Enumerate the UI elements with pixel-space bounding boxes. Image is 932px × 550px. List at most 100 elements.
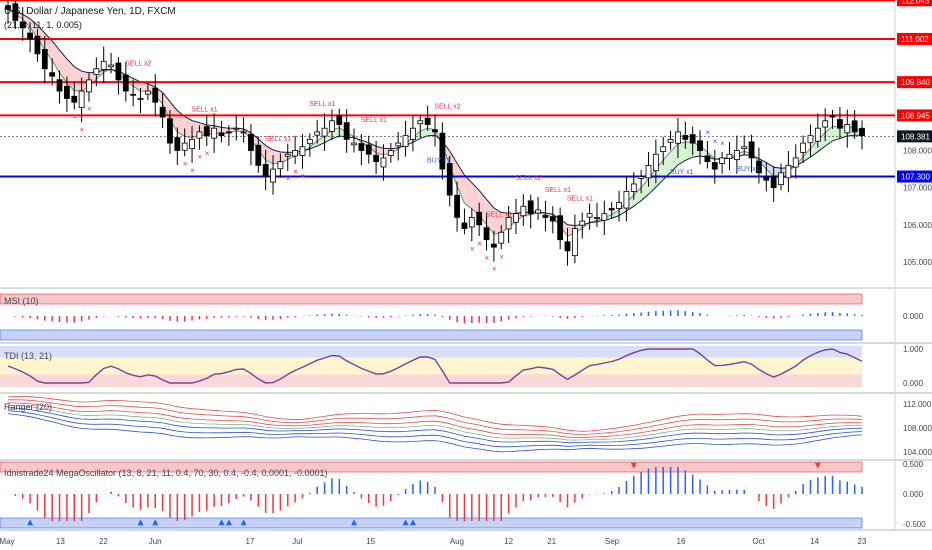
candle-body <box>115 62 122 81</box>
candle-body <box>218 132 225 137</box>
candle-body <box>822 120 829 128</box>
candle-body <box>439 132 446 170</box>
last-price-label: 108.381 <box>901 132 930 141</box>
mega-y-tick: -0.500 <box>903 520 926 529</box>
x-tick-label: 13 <box>56 537 65 546</box>
candle-body <box>719 157 726 164</box>
candle-body <box>306 138 313 145</box>
buy-x-marker: × <box>705 128 710 137</box>
tdi-y-tick: 1.000 <box>903 345 924 354</box>
candle-body <box>800 142 807 153</box>
candle-body <box>233 127 240 130</box>
trend-cloud <box>611 209 620 219</box>
candle-body <box>476 211 483 226</box>
candle-body <box>329 120 335 132</box>
candle-body <box>557 215 564 241</box>
candle-body <box>63 85 70 99</box>
x-tick-label: Oct <box>752 537 765 546</box>
candle-body <box>284 153 291 157</box>
y-tick-label: 106.000 <box>903 221 932 230</box>
level-label: 111.002 <box>901 35 929 44</box>
indicator-params: (21, 8, 11, 1, 0.005) <box>4 20 82 30</box>
candle-body <box>424 117 431 125</box>
buy-signal-label: BUY x1 <box>736 166 760 173</box>
candle-body <box>292 150 299 157</box>
buy-x-marker: × <box>713 137 718 146</box>
candle-body <box>86 79 92 93</box>
mega-buy-arrow <box>402 519 409 526</box>
trend-cloud <box>648 168 656 195</box>
trend-cloud <box>52 40 60 73</box>
candle-body <box>240 131 247 134</box>
level-tag <box>897 76 932 89</box>
candle-body <box>417 120 424 125</box>
candle-body <box>571 228 578 257</box>
mega-buy-arrow <box>152 519 159 526</box>
sell-x-marker: × <box>499 252 504 261</box>
trend-cloud <box>457 163 465 204</box>
sell-signal-label: SELL x2 <box>125 61 151 68</box>
x-tick-label: 21 <box>547 537 556 546</box>
x-tick-label: Jul <box>292 537 302 546</box>
sell-x-marker: × <box>470 244 475 253</box>
candle-body <box>130 93 137 96</box>
candle-body <box>167 118 173 144</box>
x-tick-label: May <box>0 537 14 546</box>
candle-body <box>34 35 41 55</box>
sell-signal-label: SELL x1 <box>486 212 512 219</box>
sell-signal-label: SELL x2 <box>515 175 541 182</box>
msi-upper-band <box>0 293 863 305</box>
candle-body <box>630 183 637 192</box>
candle-body <box>792 157 799 168</box>
candle-body <box>41 49 48 70</box>
candle-body <box>513 213 519 223</box>
candle-body <box>733 150 740 161</box>
mega-sell-arrow <box>814 462 821 469</box>
candle-body <box>380 157 387 168</box>
sell-x-marker: × <box>72 112 77 121</box>
sell-x-marker: × <box>190 166 195 175</box>
level-tag <box>897 0 932 7</box>
mega-lower-band <box>0 517 863 529</box>
buy-signal-label: BUY x1 <box>670 169 694 176</box>
ranger-y-tick: 104.000 <box>903 448 932 457</box>
sell-x-marker: × <box>300 172 305 181</box>
mega-buy-arrow <box>218 519 225 526</box>
ranger-band-line <box>7 402 863 438</box>
candle-body <box>19 21 26 29</box>
candle-body <box>697 140 703 151</box>
mega-y-tick: 0.500 <box>903 460 924 469</box>
candle-body <box>704 155 711 163</box>
sell-x-marker: × <box>293 167 298 176</box>
sell-signal-label: SELL x2 <box>434 103 460 110</box>
level-label: 112.043 <box>901 0 930 5</box>
x-tick-label: 15 <box>366 537 375 546</box>
candle-body <box>5 5 11 10</box>
candle-body <box>756 160 762 174</box>
candle-body <box>763 176 770 181</box>
trend-cloud <box>677 142 686 166</box>
x-tick-label: 22 <box>99 537 108 546</box>
candle-body <box>189 138 195 150</box>
y-tick-label: 107.000 <box>903 184 932 193</box>
candle-body <box>27 32 33 40</box>
ranger-band-line <box>7 396 863 432</box>
chart-title: U.S. Dollar / Japanese Yen, 1D, FXCM <box>4 6 176 17</box>
candle-body <box>498 231 505 244</box>
trend-cloud <box>177 110 185 137</box>
trend-cloud <box>169 101 178 133</box>
sell-x-marker: × <box>477 239 482 248</box>
sell-x-marker: × <box>492 265 497 274</box>
candle-body <box>748 141 755 159</box>
mega-buy-arrow <box>137 519 144 526</box>
candle-body <box>71 95 78 103</box>
level-label: 107.300 <box>901 173 930 182</box>
candle-body <box>601 213 608 221</box>
x-tick-label: 16 <box>677 537 686 546</box>
ranger-mid-line <box>7 404 862 441</box>
mega-buy-arrow <box>409 519 416 526</box>
candle-body <box>778 172 784 186</box>
candle-body <box>248 133 254 151</box>
buy-signal-label: BUY x1 <box>427 158 451 165</box>
